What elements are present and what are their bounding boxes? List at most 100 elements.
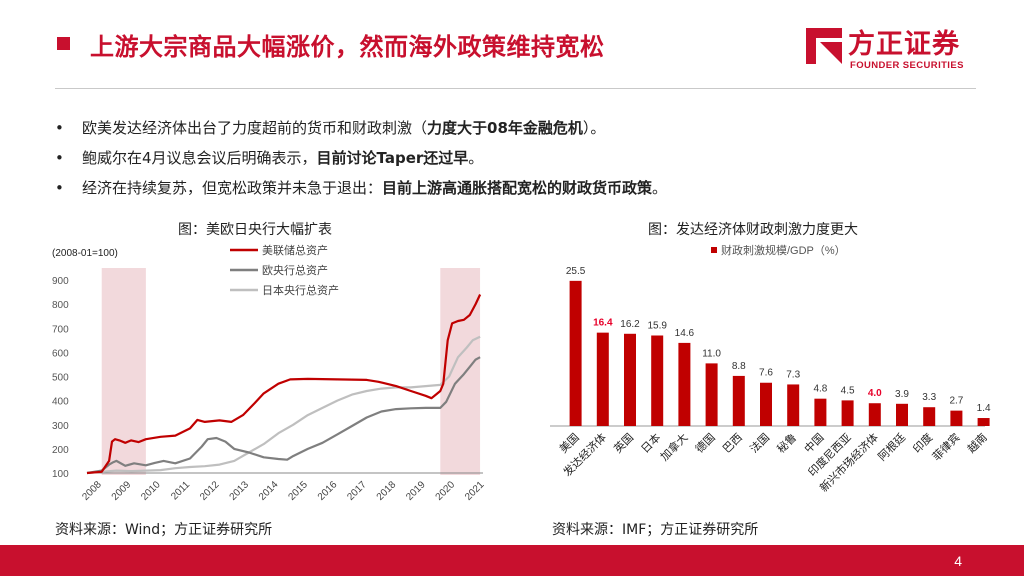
page-title: 上游大宗商品大幅涨价，然而海外政策维持宽松 xyxy=(90,33,605,61)
right-chart-caption: 图：发达经济体财政刺激力度更大 xyxy=(648,222,858,238)
legend-label: 日本央行总资产 xyxy=(262,283,339,297)
bullet-text: 鲍威尔在4月议息会议后明确表示， xyxy=(82,149,317,167)
bar xyxy=(624,333,636,426)
x-tick-label: 2016 xyxy=(316,479,340,503)
right-chart-source: 资料来源：IMF；方正证券研究所 xyxy=(552,522,759,538)
y-tick-label: 200 xyxy=(52,445,69,456)
category-label: 法国 xyxy=(747,430,772,455)
central-bank-balance-sheet-chart: (2008-01=100) 100 200 300 400 500 600 700 800 900… xyxy=(52,243,487,503)
y-tick-label: 800 xyxy=(52,300,69,311)
bar-value-label: 16.2 xyxy=(620,319,640,330)
x-tick-label: 2019 xyxy=(404,479,428,503)
bar-value-label: 4.5 xyxy=(841,385,855,396)
legend-swatch xyxy=(711,247,717,253)
fiscal-stimulus-bar-chart: 财政刺激规模/GDP（%）25.5美国16.4发达经济体16.2英国15.9日本… xyxy=(550,243,991,495)
bullet-item: • 经济在持续复苏，但宽松政策并未急于退出：目前上游高通胀搭配宽松的财政货币政策… xyxy=(55,173,985,203)
y-tick-label: 500 xyxy=(52,373,69,384)
category-label: 日本 xyxy=(638,430,663,455)
bar-value-label: 7.6 xyxy=(759,368,773,379)
bullet-tail: 。 xyxy=(468,149,484,167)
x-tick-label: 2021 xyxy=(463,479,487,503)
category-label: 德国 xyxy=(692,430,717,455)
bar-value-label: 3.3 xyxy=(922,392,936,403)
bar xyxy=(896,403,908,426)
page-number: 4 xyxy=(954,553,962,569)
bar xyxy=(678,342,691,426)
series-line xyxy=(86,294,482,475)
y-tick-label: 300 xyxy=(52,421,69,432)
category-label: 中国 xyxy=(802,431,827,456)
y-tick-label: 100 xyxy=(52,469,69,480)
shaded-period xyxy=(101,268,146,475)
category-label: 加拿大 xyxy=(657,430,690,463)
bullet-item: • 欧美发达经济体出台了力度超前的货币和财政刺激（力度大于08年金融危机）。 xyxy=(55,113,985,143)
y-tick-label: 400 xyxy=(52,397,69,408)
shaded-period xyxy=(440,268,481,475)
x-tick-label: 2014 xyxy=(257,479,281,503)
x-tick-label: 2015 xyxy=(286,479,310,503)
title-marker xyxy=(57,37,70,50)
bullet-marker: • xyxy=(55,119,64,137)
category-label: 秘鲁 xyxy=(774,430,799,455)
company-logo: 方正证券 FOUNDER SECURITIES xyxy=(804,22,979,74)
bar-value-label: 2.7 xyxy=(949,396,963,407)
bullet-text: 欧美发达经济体出台了力度超前的货币和财政刺激（ xyxy=(82,119,428,137)
y-tick-label: 900 xyxy=(52,276,69,287)
bar xyxy=(977,418,990,426)
x-tick-label: 2020 xyxy=(434,479,458,503)
category-label: 印度 xyxy=(910,430,935,455)
bar xyxy=(841,400,854,426)
footer-bar: 4 xyxy=(0,545,1024,576)
bar xyxy=(732,375,745,426)
bar xyxy=(868,403,881,426)
bar-value-label: 14.6 xyxy=(675,328,695,339)
x-tick-label: 2012 xyxy=(198,479,222,503)
x-tick-label: 2013 xyxy=(228,479,252,503)
category-label: 越南 xyxy=(964,430,989,455)
category-label: 美国 xyxy=(557,431,582,456)
x-tick-label: 2017 xyxy=(345,479,369,503)
bullet-list: • 欧美发达经济体出台了力度超前的货币和财政刺激（力度大于08年金融危机）。 •… xyxy=(55,113,985,203)
category-label: 菲律宾 xyxy=(929,430,962,463)
unit-note: (2008-01=100) xyxy=(52,248,118,259)
bar-value-label: 1.4 xyxy=(977,403,991,414)
series-line xyxy=(86,335,481,475)
bullet-item: • 鲍威尔在4月议息会议后明确表示，目前讨论Taper还过早。 xyxy=(55,143,985,173)
founder-logo-icon xyxy=(806,28,842,64)
bar-value-label: 25.5 xyxy=(566,266,586,277)
bullet-marker: • xyxy=(55,179,64,197)
bar xyxy=(760,382,772,426)
bar xyxy=(923,407,936,426)
legend-label: 财政刺激规模/GDP（%） xyxy=(721,243,846,257)
y-tick-label: 600 xyxy=(52,348,69,359)
category-label: 巴西 xyxy=(721,432,745,456)
bar-value-label: 15.9 xyxy=(647,320,667,331)
bar-value-label: 4.8 xyxy=(813,384,827,395)
bullet-emphasis: 目前上游高通胀搭配宽松的财政货币政策 xyxy=(382,179,653,197)
x-tick-label: 2008 xyxy=(80,479,104,503)
bar xyxy=(569,280,582,426)
bar xyxy=(596,332,609,426)
bar-value-label: 16.4 xyxy=(593,318,613,329)
bar-value-label: 7.3 xyxy=(786,369,800,380)
bar-value-label: 11.0 xyxy=(702,348,721,359)
logo-name-en: FOUNDER SECURITIES xyxy=(850,60,964,71)
bullet-tail: 。 xyxy=(652,179,668,197)
left-chart-caption: 图：美欧日央行大幅扩表 xyxy=(178,222,332,238)
category-label: 阿根廷 xyxy=(875,430,908,463)
x-tick-label: 2018 xyxy=(375,479,399,503)
bar xyxy=(814,398,827,426)
header-divider xyxy=(55,88,976,89)
legend-label: 欧央行总资产 xyxy=(262,263,328,277)
category-label: 英国 xyxy=(611,430,636,455)
bullet-emphasis: 目前讨论Taper还过早 xyxy=(316,149,469,167)
x-tick-label: 2010 xyxy=(139,479,163,503)
bar xyxy=(705,363,718,426)
legend-label: 美联储总资产 xyxy=(262,243,328,257)
bullet-emphasis: 力度大于08年金融危机 xyxy=(427,119,583,137)
bullet-text: 经济在持续复苏，但宽松政策并未急于退出： xyxy=(82,179,383,197)
bar-value-label: 3.9 xyxy=(895,389,909,400)
bar xyxy=(950,410,963,426)
bar xyxy=(651,335,664,426)
logo-name-cn: 方正证券 xyxy=(848,29,960,60)
